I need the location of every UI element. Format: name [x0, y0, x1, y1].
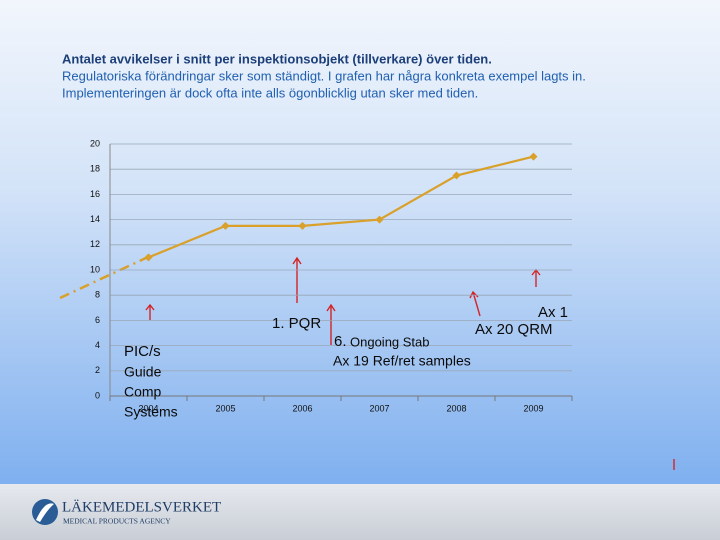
y-tick-label: 8 [95, 290, 100, 300]
x-tick-label: 2005 [215, 403, 235, 413]
y-tick-label: 12 [90, 239, 100, 249]
annotation: Ax 19 Ref/ret samples [333, 353, 471, 369]
marker [375, 215, 384, 224]
marker [452, 171, 461, 180]
y-tick-label: 10 [90, 264, 100, 274]
annotation: Ax 1 [538, 304, 568, 321]
x-tick-label: 2009 [523, 403, 543, 413]
marker [221, 221, 230, 230]
y-tick-label: 6 [95, 315, 100, 325]
annotation: Ax 20 QRM [475, 321, 553, 338]
y-tick-label: 20 [90, 138, 100, 148]
annotation: Systems [124, 404, 178, 420]
x-tick-label: 2006 [292, 403, 312, 413]
x-tick-label: 2007 [369, 403, 389, 413]
logo [32, 499, 58, 525]
marker [144, 253, 153, 262]
y-tick-label: 18 [90, 164, 100, 174]
annotation: 1. PQR [272, 315, 321, 332]
marker [529, 152, 538, 161]
annotation: Ongoing Stab [350, 334, 430, 349]
y-tick-label: 4 [95, 340, 100, 350]
y-tick-label: 0 [95, 390, 100, 400]
line [148, 155, 534, 259]
marker [298, 221, 307, 230]
annotation: Guide [124, 364, 162, 380]
x-tick-label: 2008 [446, 403, 466, 413]
y-tick-label: 16 [90, 189, 100, 199]
y-tick-label: 2 [95, 365, 100, 375]
annotation: 6. [334, 333, 347, 350]
annotation: Comp [124, 384, 162, 400]
logo-name: LÄKEMEDELSVERKET [62, 498, 221, 515]
y-tick-label: 14 [90, 214, 100, 224]
logo-tagline: MEDICAL PRODUCTS AGENCY [63, 517, 171, 526]
title: Antalet avvikelser i snitt per inspektio… [62, 51, 492, 66]
annotation: PIC/s [124, 343, 161, 360]
subtitle-line: Regulatoriska förändringar sker som stän… [62, 68, 586, 83]
x-tick-label: 2004 [138, 403, 158, 413]
footer-band [0, 484, 720, 540]
subtitle-line: Implementeringen är dock ofta inte alls … [62, 85, 478, 100]
trend-extension [59, 255, 149, 300]
